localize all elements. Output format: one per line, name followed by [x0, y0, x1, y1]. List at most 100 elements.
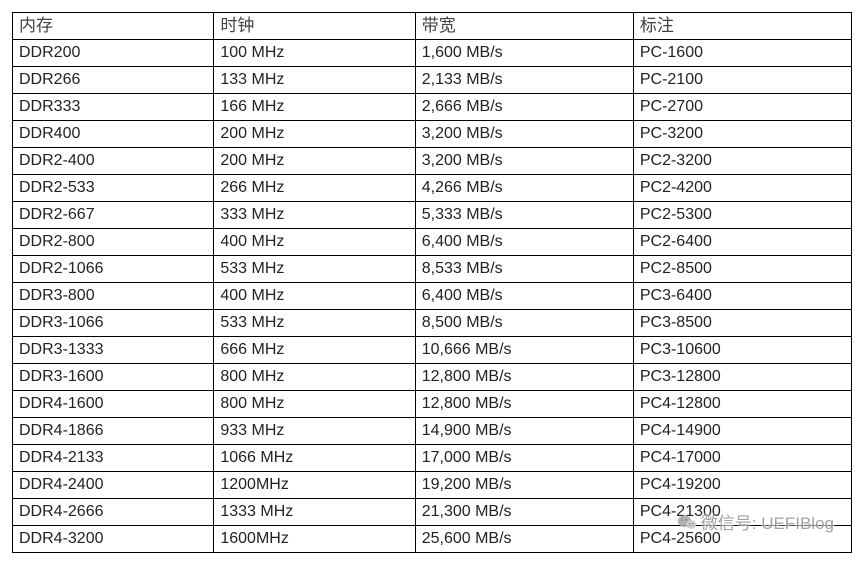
- table-cell: 19,200 MB/s: [415, 472, 633, 499]
- table-cell: 4,266 MB/s: [415, 175, 633, 202]
- table-cell: DDR4-3200: [13, 526, 214, 553]
- table-row: DDR3-1066533 MHz8,500 MB/sPC3-8500: [13, 310, 852, 337]
- table-row: DDR3-800400 MHz6,400 MB/sPC3-6400: [13, 283, 852, 310]
- table-cell: 100 MHz: [214, 40, 415, 67]
- table-cell: 8,500 MB/s: [415, 310, 633, 337]
- table-cell: DDR400: [13, 121, 214, 148]
- table-cell: 200 MHz: [214, 148, 415, 175]
- table-row: DDR2-667333 MHz5,333 MB/sPC2-5300: [13, 202, 852, 229]
- table-cell: PC3-6400: [633, 283, 851, 310]
- table-cell: PC3-12800: [633, 364, 851, 391]
- table-cell: 3,200 MB/s: [415, 121, 633, 148]
- table-cell: 800 MHz: [214, 364, 415, 391]
- table-cell: 2,666 MB/s: [415, 94, 633, 121]
- table-cell: 400 MHz: [214, 283, 415, 310]
- table-cell: PC-2100: [633, 67, 851, 94]
- table-row: DDR2-800400 MHz6,400 MB/sPC2-6400: [13, 229, 852, 256]
- table-row: DDR4-21331066 MHz17,000 MB/sPC4-17000: [13, 445, 852, 472]
- table-cell: PC3-10600: [633, 337, 851, 364]
- table-cell: 933 MHz: [214, 418, 415, 445]
- table-row: DDR4-1866933 MHz14,900 MB/sPC4-14900: [13, 418, 852, 445]
- table-row: DDR2-533266 MHz4,266 MB/sPC2-4200: [13, 175, 852, 202]
- table-cell: PC3-8500: [633, 310, 851, 337]
- table-row: DDR4-32001600MHz25,600 MB/sPC4-25600: [13, 526, 852, 553]
- table-cell: DDR333: [13, 94, 214, 121]
- table-row: DDR3-1600800 MHz12,800 MB/sPC3-12800: [13, 364, 852, 391]
- table-cell: DDR3-1600: [13, 364, 214, 391]
- table-cell: PC4-21300: [633, 499, 851, 526]
- table-cell: DDR4-2133: [13, 445, 214, 472]
- table-cell: DDR4-2666: [13, 499, 214, 526]
- table-row: DDR200100 MHz1,600 MB/sPC-1600: [13, 40, 852, 67]
- memory-specs-table: 内存 时钟 带宽 标注 DDR200100 MHz1,600 MB/sPC-16…: [12, 12, 852, 553]
- table-cell: DDR3-1066: [13, 310, 214, 337]
- table-cell: 1333 MHz: [214, 499, 415, 526]
- table-cell: DDR3-800: [13, 283, 214, 310]
- table-row: DDR2-1066533 MHz8,533 MB/sPC2-8500: [13, 256, 852, 283]
- table-cell: 333 MHz: [214, 202, 415, 229]
- table-cell: 21,300 MB/s: [415, 499, 633, 526]
- table-cell: DDR3-1333: [13, 337, 214, 364]
- table-cell: DDR2-667: [13, 202, 214, 229]
- table-cell: DDR2-533: [13, 175, 214, 202]
- table-cell: 1200MHz: [214, 472, 415, 499]
- table-cell: DDR4-2400: [13, 472, 214, 499]
- table-cell: 1,600 MB/s: [415, 40, 633, 67]
- col-label: 标注: [633, 13, 851, 40]
- table-cell: DDR4-1866: [13, 418, 214, 445]
- table-cell: 133 MHz: [214, 67, 415, 94]
- table-cell: 1600MHz: [214, 526, 415, 553]
- table-cell: 6,400 MB/s: [415, 283, 633, 310]
- table-header: 内存 时钟 带宽 标注: [13, 13, 852, 40]
- table-cell: 8,533 MB/s: [415, 256, 633, 283]
- table-cell: 533 MHz: [214, 310, 415, 337]
- table-cell: PC-2700: [633, 94, 851, 121]
- table-cell: PC4-12800: [633, 391, 851, 418]
- table-row: DDR400200 MHz3,200 MB/sPC-3200: [13, 121, 852, 148]
- table-row: DDR4-1600800 MHz12,800 MB/sPC4-12800: [13, 391, 852, 418]
- table-cell: 666 MHz: [214, 337, 415, 364]
- table-body: DDR200100 MHz1,600 MB/sPC-1600DDR266133 …: [13, 40, 852, 553]
- table-row: DDR266133 MHz2,133 MB/sPC-2100: [13, 67, 852, 94]
- table-cell: PC2-4200: [633, 175, 851, 202]
- col-clock: 时钟: [214, 13, 415, 40]
- table-cell: 400 MHz: [214, 229, 415, 256]
- table-cell: PC2-8500: [633, 256, 851, 283]
- table-cell: DDR2-1066: [13, 256, 214, 283]
- table-cell: DDR4-1600: [13, 391, 214, 418]
- table-cell: 25,600 MB/s: [415, 526, 633, 553]
- table-row: DDR2-400200 MHz3,200 MB/sPC2-3200: [13, 148, 852, 175]
- table-row: DDR4-24001200MHz19,200 MB/sPC4-19200: [13, 472, 852, 499]
- table-cell: DDR2-800: [13, 229, 214, 256]
- table-row: DDR333166 MHz2,666 MB/sPC-2700: [13, 94, 852, 121]
- table-cell: PC4-19200: [633, 472, 851, 499]
- table-cell: 14,900 MB/s: [415, 418, 633, 445]
- table-cell: 1066 MHz: [214, 445, 415, 472]
- table-cell: PC2-6400: [633, 229, 851, 256]
- table-cell: 12,800 MB/s: [415, 391, 633, 418]
- table-cell: DDR266: [13, 67, 214, 94]
- table-cell: 17,000 MB/s: [415, 445, 633, 472]
- table-cell: DDR200: [13, 40, 214, 67]
- table-cell: PC4-14900: [633, 418, 851, 445]
- table-cell: 200 MHz: [214, 121, 415, 148]
- table-cell: DDR2-400: [13, 148, 214, 175]
- table-cell: 166 MHz: [214, 94, 415, 121]
- table-cell: 6,400 MB/s: [415, 229, 633, 256]
- table-row: DDR4-26661333 MHz21,300 MB/sPC4-21300: [13, 499, 852, 526]
- col-bandwidth: 带宽: [415, 13, 633, 40]
- table-cell: 2,133 MB/s: [415, 67, 633, 94]
- table-cell: 266 MHz: [214, 175, 415, 202]
- table-cell: PC4-17000: [633, 445, 851, 472]
- table-cell: PC2-3200: [633, 148, 851, 175]
- table-row: DDR3-1333666 MHz10,666 MB/sPC3-10600: [13, 337, 852, 364]
- table-cell: PC2-5300: [633, 202, 851, 229]
- col-memory: 内存: [13, 13, 214, 40]
- table-cell: PC-3200: [633, 121, 851, 148]
- table-cell: 800 MHz: [214, 391, 415, 418]
- table-cell: 12,800 MB/s: [415, 364, 633, 391]
- table-cell: 5,333 MB/s: [415, 202, 633, 229]
- table-cell: PC-1600: [633, 40, 851, 67]
- table-cell: 10,666 MB/s: [415, 337, 633, 364]
- table-cell: 533 MHz: [214, 256, 415, 283]
